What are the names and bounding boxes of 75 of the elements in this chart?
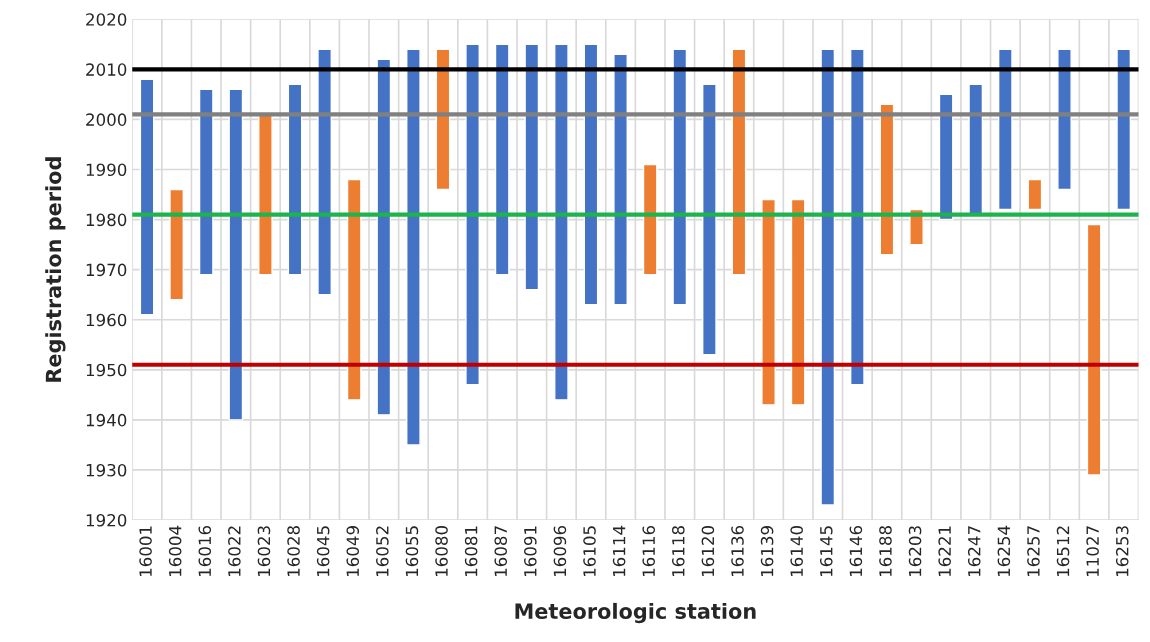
y-axis-title: Registration period: [45, 157, 66, 382]
bar: [169, 188, 184, 301]
x-tick-label: 16028: [287, 526, 300, 577]
x-tick-label: 16146: [849, 525, 863, 577]
x-tick-label: 16052: [376, 526, 389, 577]
x-tick-label: 16045: [316, 526, 330, 577]
y-tick-label: 2020: [86, 13, 127, 26]
x-tick-label: 16016: [198, 525, 212, 577]
bar: [642, 163, 658, 276]
x-tick-label: 16203: [908, 526, 922, 577]
bar: [820, 48, 836, 506]
bar: [1027, 178, 1043, 211]
y-tick-label: 1970: [86, 263, 127, 277]
y-tick-label: 1990: [86, 163, 127, 177]
bar: [139, 78, 155, 316]
x-tick-label: 16247: [967, 526, 981, 577]
x-tick-label: 16080: [435, 525, 448, 577]
bar: [287, 83, 303, 276]
y-tick-label: 1930: [86, 463, 127, 477]
bar: [258, 113, 273, 276]
bar: [1057, 48, 1072, 191]
y-tick-label: 2010: [86, 63, 127, 76]
y-tick-label: 2000: [86, 113, 127, 126]
x-tick-label: 16049: [346, 526, 360, 577]
bar: [317, 48, 332, 296]
bar: [346, 178, 362, 401]
x-tick-label: 16055: [405, 526, 419, 577]
x-axis-title: Meteorologic station: [515, 602, 756, 624]
x-tick-label: 16004: [168, 525, 182, 577]
y-tick-label: 1960: [86, 313, 127, 327]
x-tick-label: 16188: [879, 526, 892, 577]
x-tick-label: 16023: [257, 526, 271, 577]
bar: [702, 83, 717, 356]
bar: [465, 43, 480, 386]
bar: [494, 43, 510, 276]
x-tick-label: 16001: [139, 526, 152, 577]
x-tick-label: 16139: [760, 526, 774, 577]
x-tick-label: 16145: [819, 526, 833, 577]
bar: [198, 88, 214, 276]
bar: [1116, 48, 1132, 211]
bar: [376, 58, 392, 416]
x-tick-label: 16253: [1115, 526, 1129, 577]
y-tick-label: 1940: [86, 413, 127, 427]
bar: [761, 198, 776, 406]
bar: [613, 53, 628, 306]
bar: [583, 43, 599, 306]
y-tick-label: 1950: [86, 363, 127, 377]
bar: [406, 48, 421, 446]
x-tick-label: 16140: [790, 525, 803, 577]
x-tick-label: 16136: [731, 525, 744, 577]
x-tick-label: 16087: [494, 526, 508, 577]
x-tick-label: 16022: [228, 526, 241, 577]
x-tick-label: 16096: [553, 525, 567, 577]
bar: [228, 88, 244, 421]
bar: [849, 48, 865, 386]
x-tick-label: 16091: [524, 526, 537, 577]
x-tick-label: 16116: [642, 525, 656, 577]
x-tick-label: 16512: [1056, 526, 1070, 577]
bar: [554, 43, 569, 401]
x-tick-label: 11027: [1086, 526, 1099, 577]
x-tick-label: 16118: [672, 526, 685, 577]
bar: [790, 198, 806, 406]
x-tick-label: 16120: [701, 525, 715, 577]
y-tick-label: 1980: [86, 213, 127, 227]
y-tick-label: 1920: [86, 513, 127, 527]
x-tick-label: 16254: [997, 525, 1011, 577]
x-tick-label: 16105: [583, 526, 596, 577]
x-tick-label: 16114: [612, 525, 626, 577]
bar: [524, 43, 540, 291]
bar: [672, 48, 688, 306]
bar: [997, 48, 1013, 211]
x-tick-label: 16081: [464, 526, 478, 577]
bar: [1086, 223, 1102, 476]
x-tick-label: 16221: [938, 526, 951, 577]
x-tick-label: 16257: [1027, 526, 1040, 577]
